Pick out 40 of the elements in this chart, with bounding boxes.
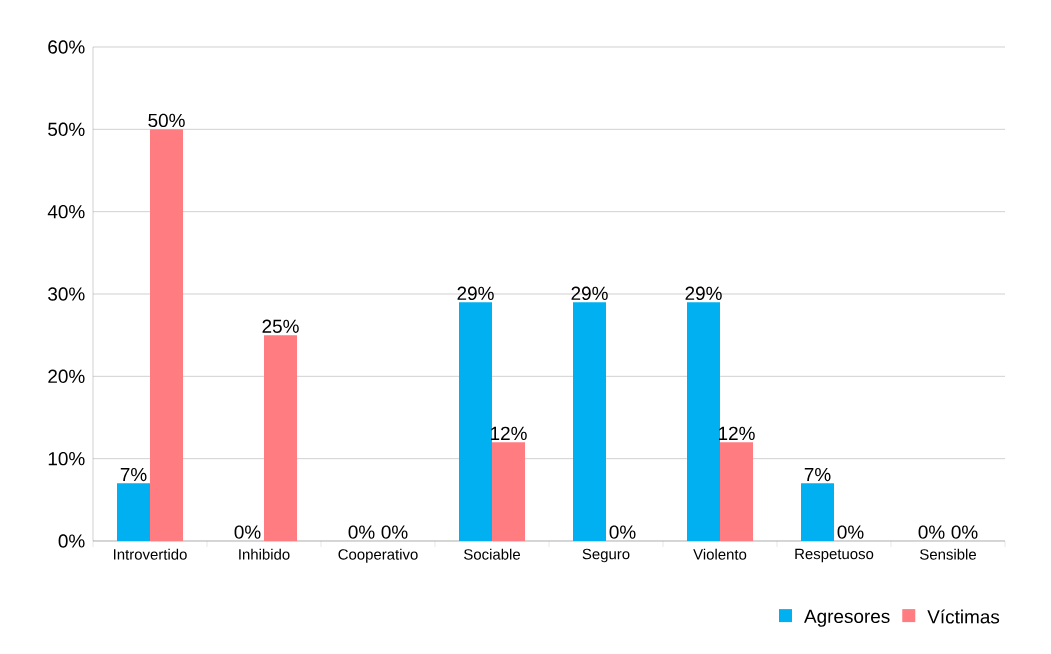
data-label: 0% (609, 525, 636, 539)
bar (573, 302, 607, 541)
x-tick-label: Violento (693, 548, 747, 560)
data-label: 7% (120, 467, 147, 482)
x-tick-label: Introvertido (114, 548, 187, 560)
data-label: 29% (571, 286, 608, 301)
bar (492, 442, 526, 541)
bar (687, 302, 721, 541)
bar (150, 129, 184, 541)
bar (720, 442, 754, 541)
x-tick-label: Inhibido (239, 548, 290, 560)
x-tick-label: Sociable (464, 548, 520, 560)
legend-label: Víctimas (927, 609, 1000, 624)
bar (117, 483, 151, 541)
y-tick-label: 60% (48, 40, 85, 54)
x-tick-label: Cooperativo (338, 548, 418, 563)
x-tick-label: Seguro (582, 548, 630, 563)
data-label: 0% (951, 525, 978, 539)
data-label: 29% (457, 286, 494, 301)
data-label: 0% (348, 525, 375, 539)
bar (801, 483, 835, 541)
data-label: 0% (918, 525, 945, 539)
y-tick-label: 40% (47, 204, 85, 219)
data-label: 29% (685, 286, 722, 301)
data-label: 0% (381, 525, 408, 539)
legend-label: Agresores (804, 609, 890, 627)
data-label: 50% (148, 113, 185, 128)
y-tick-label: 30% (48, 287, 85, 301)
x-tick-label: Respetuoso (795, 548, 874, 563)
bar (264, 335, 298, 541)
x-tick-label: Sensible (920, 548, 976, 560)
bar (459, 302, 493, 541)
data-label: 0% (234, 525, 261, 539)
data-label: 0% (837, 525, 864, 539)
y-tick-label: 50% (48, 122, 85, 137)
data-label: 7% (804, 467, 831, 482)
y-tick-label: 20% (48, 369, 85, 384)
y-tick-label: 0% (58, 534, 85, 548)
y-tick-label: 10% (48, 451, 85, 466)
data-label: 25% (262, 319, 299, 333)
